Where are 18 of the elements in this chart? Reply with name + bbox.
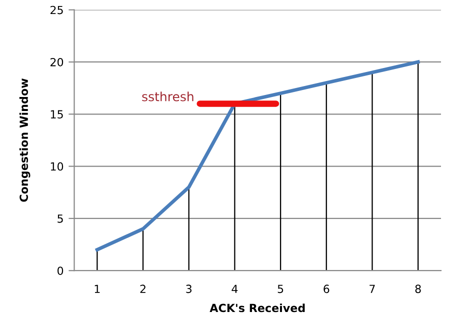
- series-label: ssthresh: [142, 92, 194, 102]
- x-tick-label: 4: [232, 284, 238, 293]
- y-tick-label: 20: [50, 58, 64, 66]
- y-axis-title: Congestion Window: [19, 78, 30, 202]
- x-tick-label: 8: [415, 284, 421, 294]
- y-tick-label: 25: [50, 6, 63, 14]
- x-tick-label: 6: [324, 284, 330, 294]
- x-tick-label: 1: [94, 284, 100, 293]
- x-tick-label: 3: [186, 284, 192, 294]
- x-tick-label: 7: [370, 284, 375, 293]
- y-tick-label: 0: [57, 266, 64, 275]
- y-tick-label: 10: [50, 162, 64, 171]
- x-tick-label: 2: [140, 284, 146, 293]
- x-tick-label: 5: [278, 284, 284, 294]
- line-series: [95, 60, 420, 252]
- x-axis-title: ACK's Received: [210, 304, 305, 312]
- y-tick-label: 15: [50, 110, 63, 119]
- y-tick-label: 5: [58, 214, 63, 223]
